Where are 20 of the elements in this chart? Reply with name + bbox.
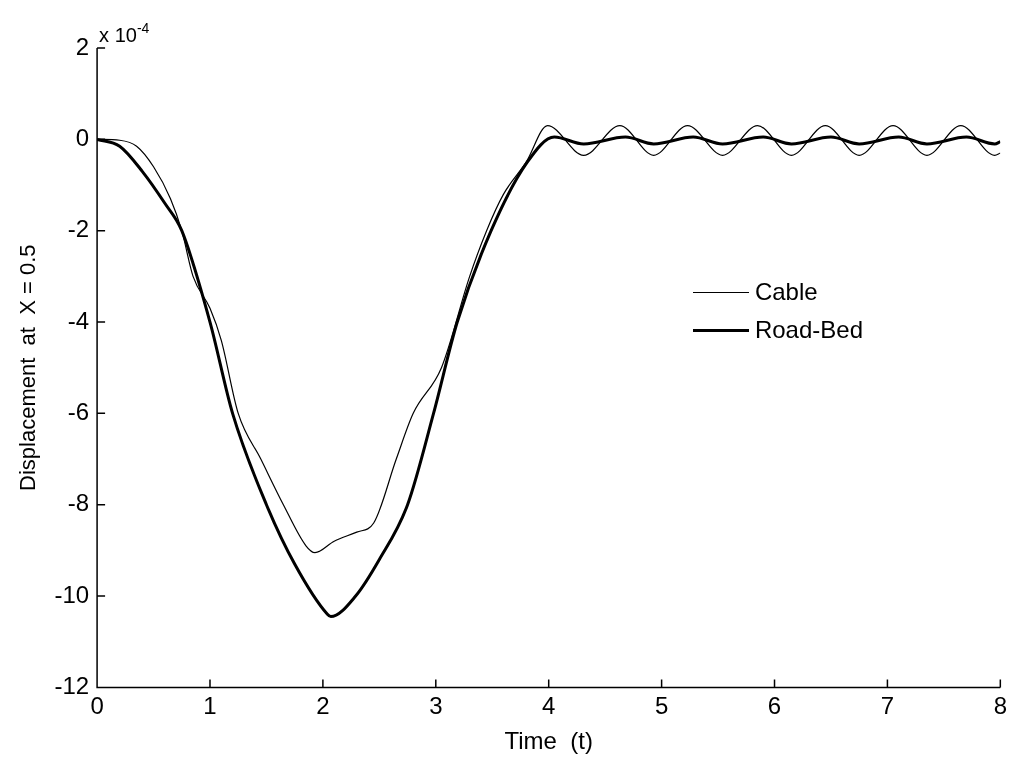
y-tick-label: 2 [75, 32, 90, 60]
x-tick-label: 3 [429, 692, 443, 720]
x-tick-label: 1 [203, 692, 217, 720]
x-tick-label: 2 [316, 692, 330, 720]
y-axis-title: Displacement at X = 0.5 [15, 244, 41, 491]
x-tick-label: 8 [993, 692, 1008, 720]
x-tick-label: 7 [880, 692, 895, 720]
x-tick-label: 4 [542, 692, 556, 720]
x-axis-title: Time (t) [504, 727, 593, 755]
y-tick-label: -10 [54, 580, 90, 608]
legend-label: Road-Bed [754, 316, 863, 344]
y-tick-label: -4 [67, 306, 90, 334]
y-tick-label: -2 [67, 215, 90, 243]
legend-label: Cable [754, 278, 818, 306]
y-tick-label: -12 [54, 672, 90, 700]
x-tick-label: 6 [767, 692, 782, 720]
y-tick-label: -6 [67, 398, 90, 425]
y-tick-label: 0 [75, 123, 90, 151]
y-tick-label: -8 [67, 489, 90, 517]
x-tick-label: 5 [654, 692, 669, 720]
